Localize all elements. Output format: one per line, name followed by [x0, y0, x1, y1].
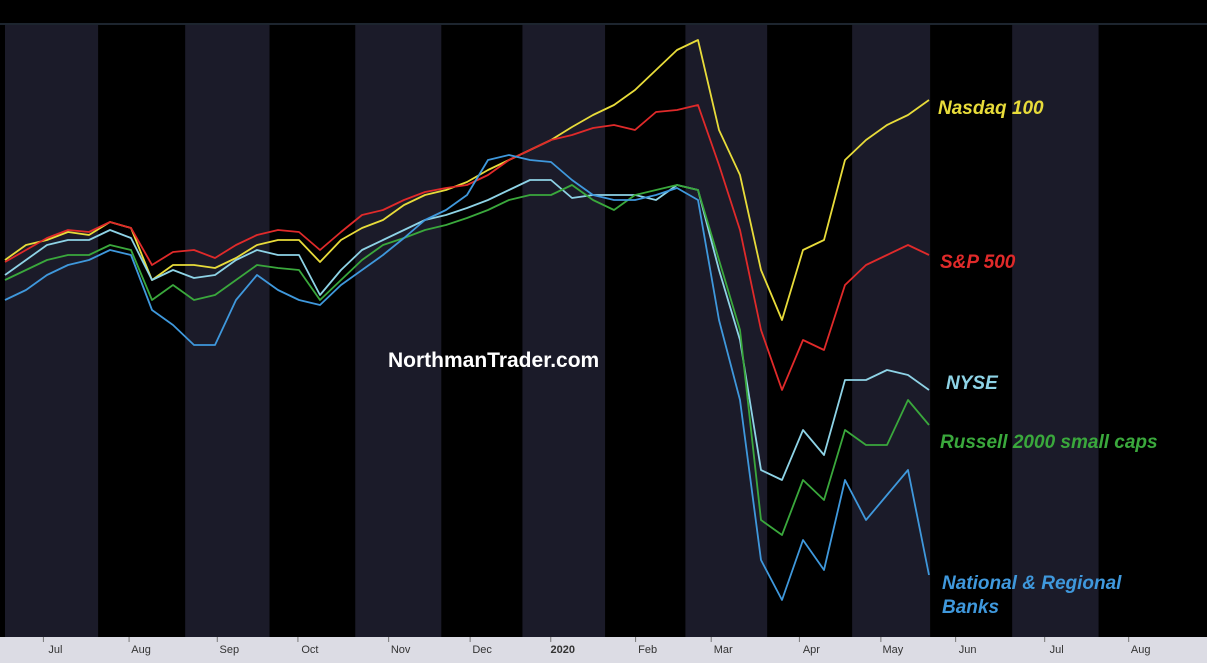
watermark: NorthmanTrader.com: [388, 349, 600, 372]
x-tick-label: Sep: [219, 644, 239, 656]
series-label: Nasdaq 100: [938, 98, 1044, 119]
month-band: [1098, 25, 1205, 637]
x-tick-label: 2020: [551, 644, 575, 656]
series-line: [4, 184, 930, 536]
x-tick-label: Jun: [959, 644, 977, 656]
series-line: [4, 179, 930, 481]
x-tick-label: Jul: [1050, 644, 1064, 656]
series-label: National & Regional Banks: [942, 573, 1122, 618]
month-band: [605, 25, 686, 637]
x-tick-label: May: [882, 644, 903, 656]
x-tick-label: Oct: [301, 644, 318, 656]
month-band: [98, 25, 186, 637]
series-line: [4, 104, 930, 391]
series-label: S&P 500: [940, 252, 1016, 273]
month-band: [269, 25, 356, 637]
x-tick-label: Aug: [131, 644, 151, 656]
x-tick-label: Aug: [1131, 644, 1151, 656]
month-band: [5, 25, 99, 637]
month-band: [522, 25, 606, 637]
x-tick-label: Dec: [472, 644, 492, 656]
month-band: [1012, 25, 1099, 637]
series-line: [4, 154, 930, 601]
x-tick-label: Mar: [714, 644, 733, 656]
x-axis-bar: [0, 637, 1207, 663]
x-tick-label: Jul: [48, 644, 62, 656]
month-band: [930, 25, 1013, 637]
month-band: [685, 25, 768, 637]
series-label: Russell 2000 small caps: [940, 432, 1158, 453]
x-tick-label: Nov: [391, 644, 411, 656]
month-band: [185, 25, 270, 637]
x-tick-label: Feb: [638, 644, 657, 656]
x-tick-label: Apr: [803, 644, 820, 656]
series-label: NYSE: [946, 373, 998, 394]
month-band: [441, 25, 523, 637]
month-band: [355, 25, 442, 637]
month-band: [852, 25, 931, 637]
series-line: [4, 39, 930, 321]
month-band: [767, 25, 853, 637]
